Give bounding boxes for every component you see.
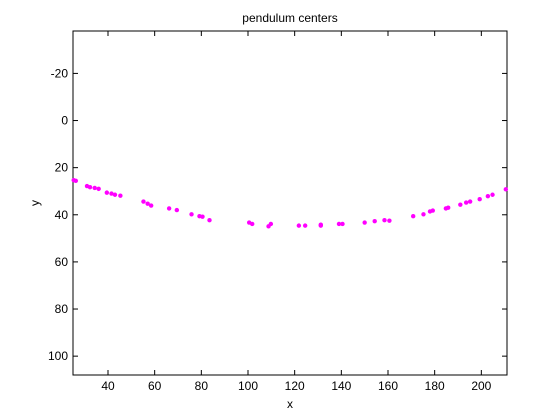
x-tick-label: 140 [331, 379, 351, 393]
data-point [490, 193, 494, 197]
data-point [431, 208, 435, 212]
data-point [189, 212, 193, 216]
data-point [88, 185, 92, 189]
data-point [464, 200, 468, 204]
data-point [118, 193, 122, 197]
chart-title: pendulum centers [242, 11, 337, 25]
x-tick-label: 120 [285, 379, 305, 393]
x-tick-label: 80 [195, 379, 209, 393]
data-point [96, 187, 100, 191]
data-point [269, 222, 273, 226]
data-point [105, 190, 109, 194]
data-point [504, 187, 508, 191]
x-tick-label: 100 [238, 379, 258, 393]
data-point [113, 193, 117, 197]
y-tick-label: -20 [51, 66, 69, 80]
data-point [486, 194, 490, 198]
y-tick-label: 100 [48, 349, 68, 363]
data-point [74, 179, 78, 183]
y-tick-label: 40 [55, 208, 69, 222]
data-point [297, 223, 301, 227]
data-point [167, 206, 171, 210]
x-tick-label: 200 [471, 379, 491, 393]
data-point [303, 223, 307, 227]
x-tick-label: 180 [425, 379, 445, 393]
data-point [458, 202, 462, 206]
y-tick-label: 20 [55, 161, 69, 175]
data-point [478, 197, 482, 201]
data-point [340, 222, 344, 226]
x-tick-label: 160 [378, 379, 398, 393]
y-axis-label: y [28, 200, 42, 206]
data-point [207, 218, 211, 222]
data-point [468, 199, 472, 203]
data-point [387, 218, 391, 222]
data-point [149, 203, 153, 207]
data-point [382, 218, 386, 222]
data-point [319, 222, 323, 226]
data-point [446, 206, 450, 210]
data-point [93, 186, 97, 190]
data-point [200, 214, 204, 218]
x-tick-label: 60 [148, 379, 162, 393]
x-axis-label: x [287, 397, 293, 411]
data-point [141, 199, 145, 203]
data-point [362, 220, 366, 224]
plot-area [73, 31, 507, 375]
y-tick-label: 0 [61, 114, 68, 128]
x-tick-label: 40 [101, 379, 115, 393]
y-tick-label: 60 [55, 255, 69, 269]
data-point [411, 214, 415, 218]
data-point [175, 208, 179, 212]
data-point [373, 219, 377, 223]
data-point [250, 222, 254, 226]
data-point [421, 212, 425, 216]
y-tick-label: 80 [55, 302, 69, 316]
